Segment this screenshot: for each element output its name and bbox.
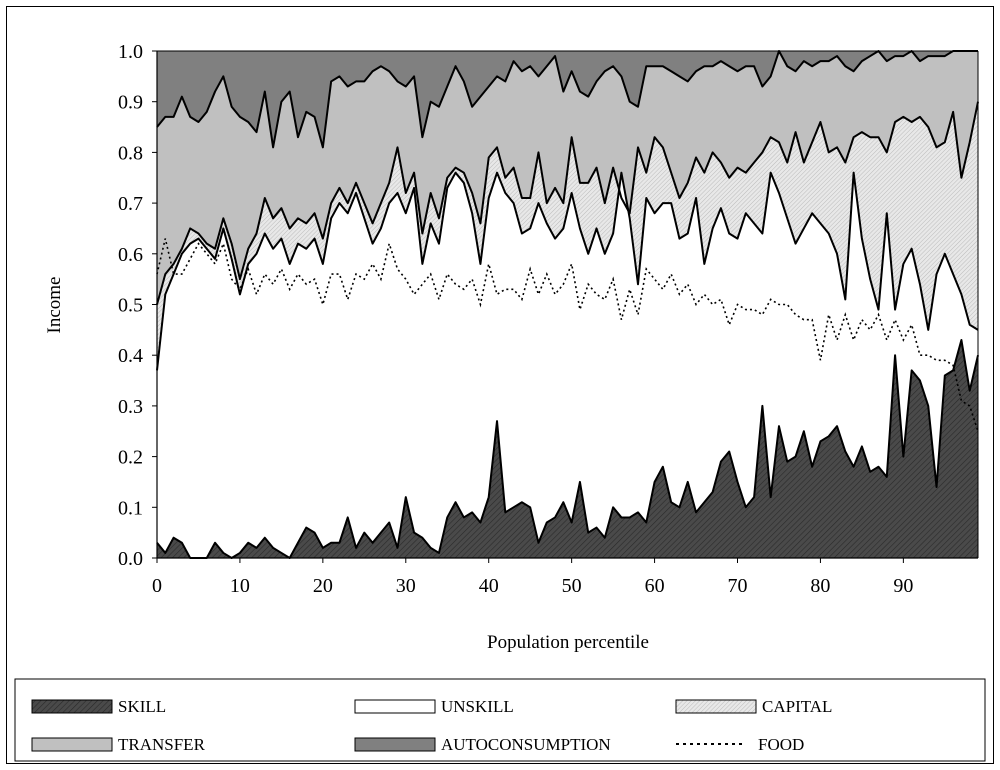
y-tick-label: 0.5 (118, 295, 143, 317)
x-tick-label: 30 (396, 575, 416, 597)
legend-label-unskill: UNSKILL (441, 697, 514, 716)
line-unskill (156, 171, 979, 371)
x-tick-label: 40 (479, 575, 499, 597)
line-transfer (156, 50, 978, 149)
legend-item-autoconsumption: AUTOCONSUMPTION (354, 735, 611, 754)
boundary-lines (156, 50, 979, 559)
legend-item-unskill: UNSKILL (354, 697, 514, 716)
legend-label-transfer: TRANSFER (118, 735, 206, 754)
x-axis-label: Population percentile (487, 632, 649, 653)
legend-swatch-skill (31, 699, 113, 714)
line-capital (156, 101, 979, 305)
legend-swatch-transfer (31, 737, 113, 752)
y-tick-label: 0.6 (118, 244, 143, 266)
axes (152, 50, 979, 563)
legend-swatch-capital (675, 699, 757, 714)
area-layers (157, 51, 978, 558)
x-tick-label: 70 (728, 575, 748, 597)
x-tick-label: 0 (152, 575, 162, 597)
legend-item-capital: CAPITAL (675, 697, 832, 716)
y-tick-label: 0.0 (118, 548, 143, 570)
y-tick-label: 0.3 (118, 396, 143, 418)
chart-frame (6, 6, 994, 764)
y-tick-label: 0.8 (118, 142, 143, 164)
line-food (156, 238, 979, 432)
legend-item-transfer: TRANSFER (31, 735, 206, 754)
y-tick-label: 0.1 (118, 497, 143, 519)
line-skill (156, 338, 979, 559)
y-tick-label: 0.2 (118, 447, 143, 469)
y-tick-label: 0.9 (118, 92, 143, 114)
legend: SKILL UNSKILL CAPITAL TRANSFER AUTOCONSUMPTI… (14, 678, 986, 762)
legend-label-autoconsumption: AUTOCONSUMPTION (441, 735, 611, 754)
x-tick-label: 50 (562, 575, 582, 597)
x-tick-label: 60 (645, 575, 665, 597)
y-tick-label: 0.4 (118, 345, 143, 367)
area-unskill (157, 172, 978, 558)
tick-labels: 0.0 0.1 0.2 0.3 0.4 0.5 0.6 0.7 0.8 0.9 1.0 0 10 20 30… (118, 41, 913, 597)
legend-label-food: FOOD (758, 735, 804, 754)
x-tick-label: 20 (313, 575, 333, 597)
x-tick-label: 80 (810, 575, 830, 597)
area-skill (157, 339, 978, 558)
legend-item-skill: SKILL (31, 697, 166, 716)
legend-label-skill: SKILL (118, 697, 166, 716)
y-axis-label: Income (44, 277, 65, 334)
x-tick-label: 90 (893, 575, 913, 597)
legend-box (14, 678, 986, 762)
legend-item-food: FOOD (676, 735, 804, 754)
x-tick-label: 10 (230, 575, 250, 597)
y-tick-label: 0.7 (118, 193, 143, 215)
legend-swatch-unskill (354, 699, 436, 714)
legend-label-capital: CAPITAL (762, 697, 832, 716)
y-tick-label: 1.0 (118, 41, 143, 63)
legend-swatch-autoconsumption (354, 737, 436, 752)
